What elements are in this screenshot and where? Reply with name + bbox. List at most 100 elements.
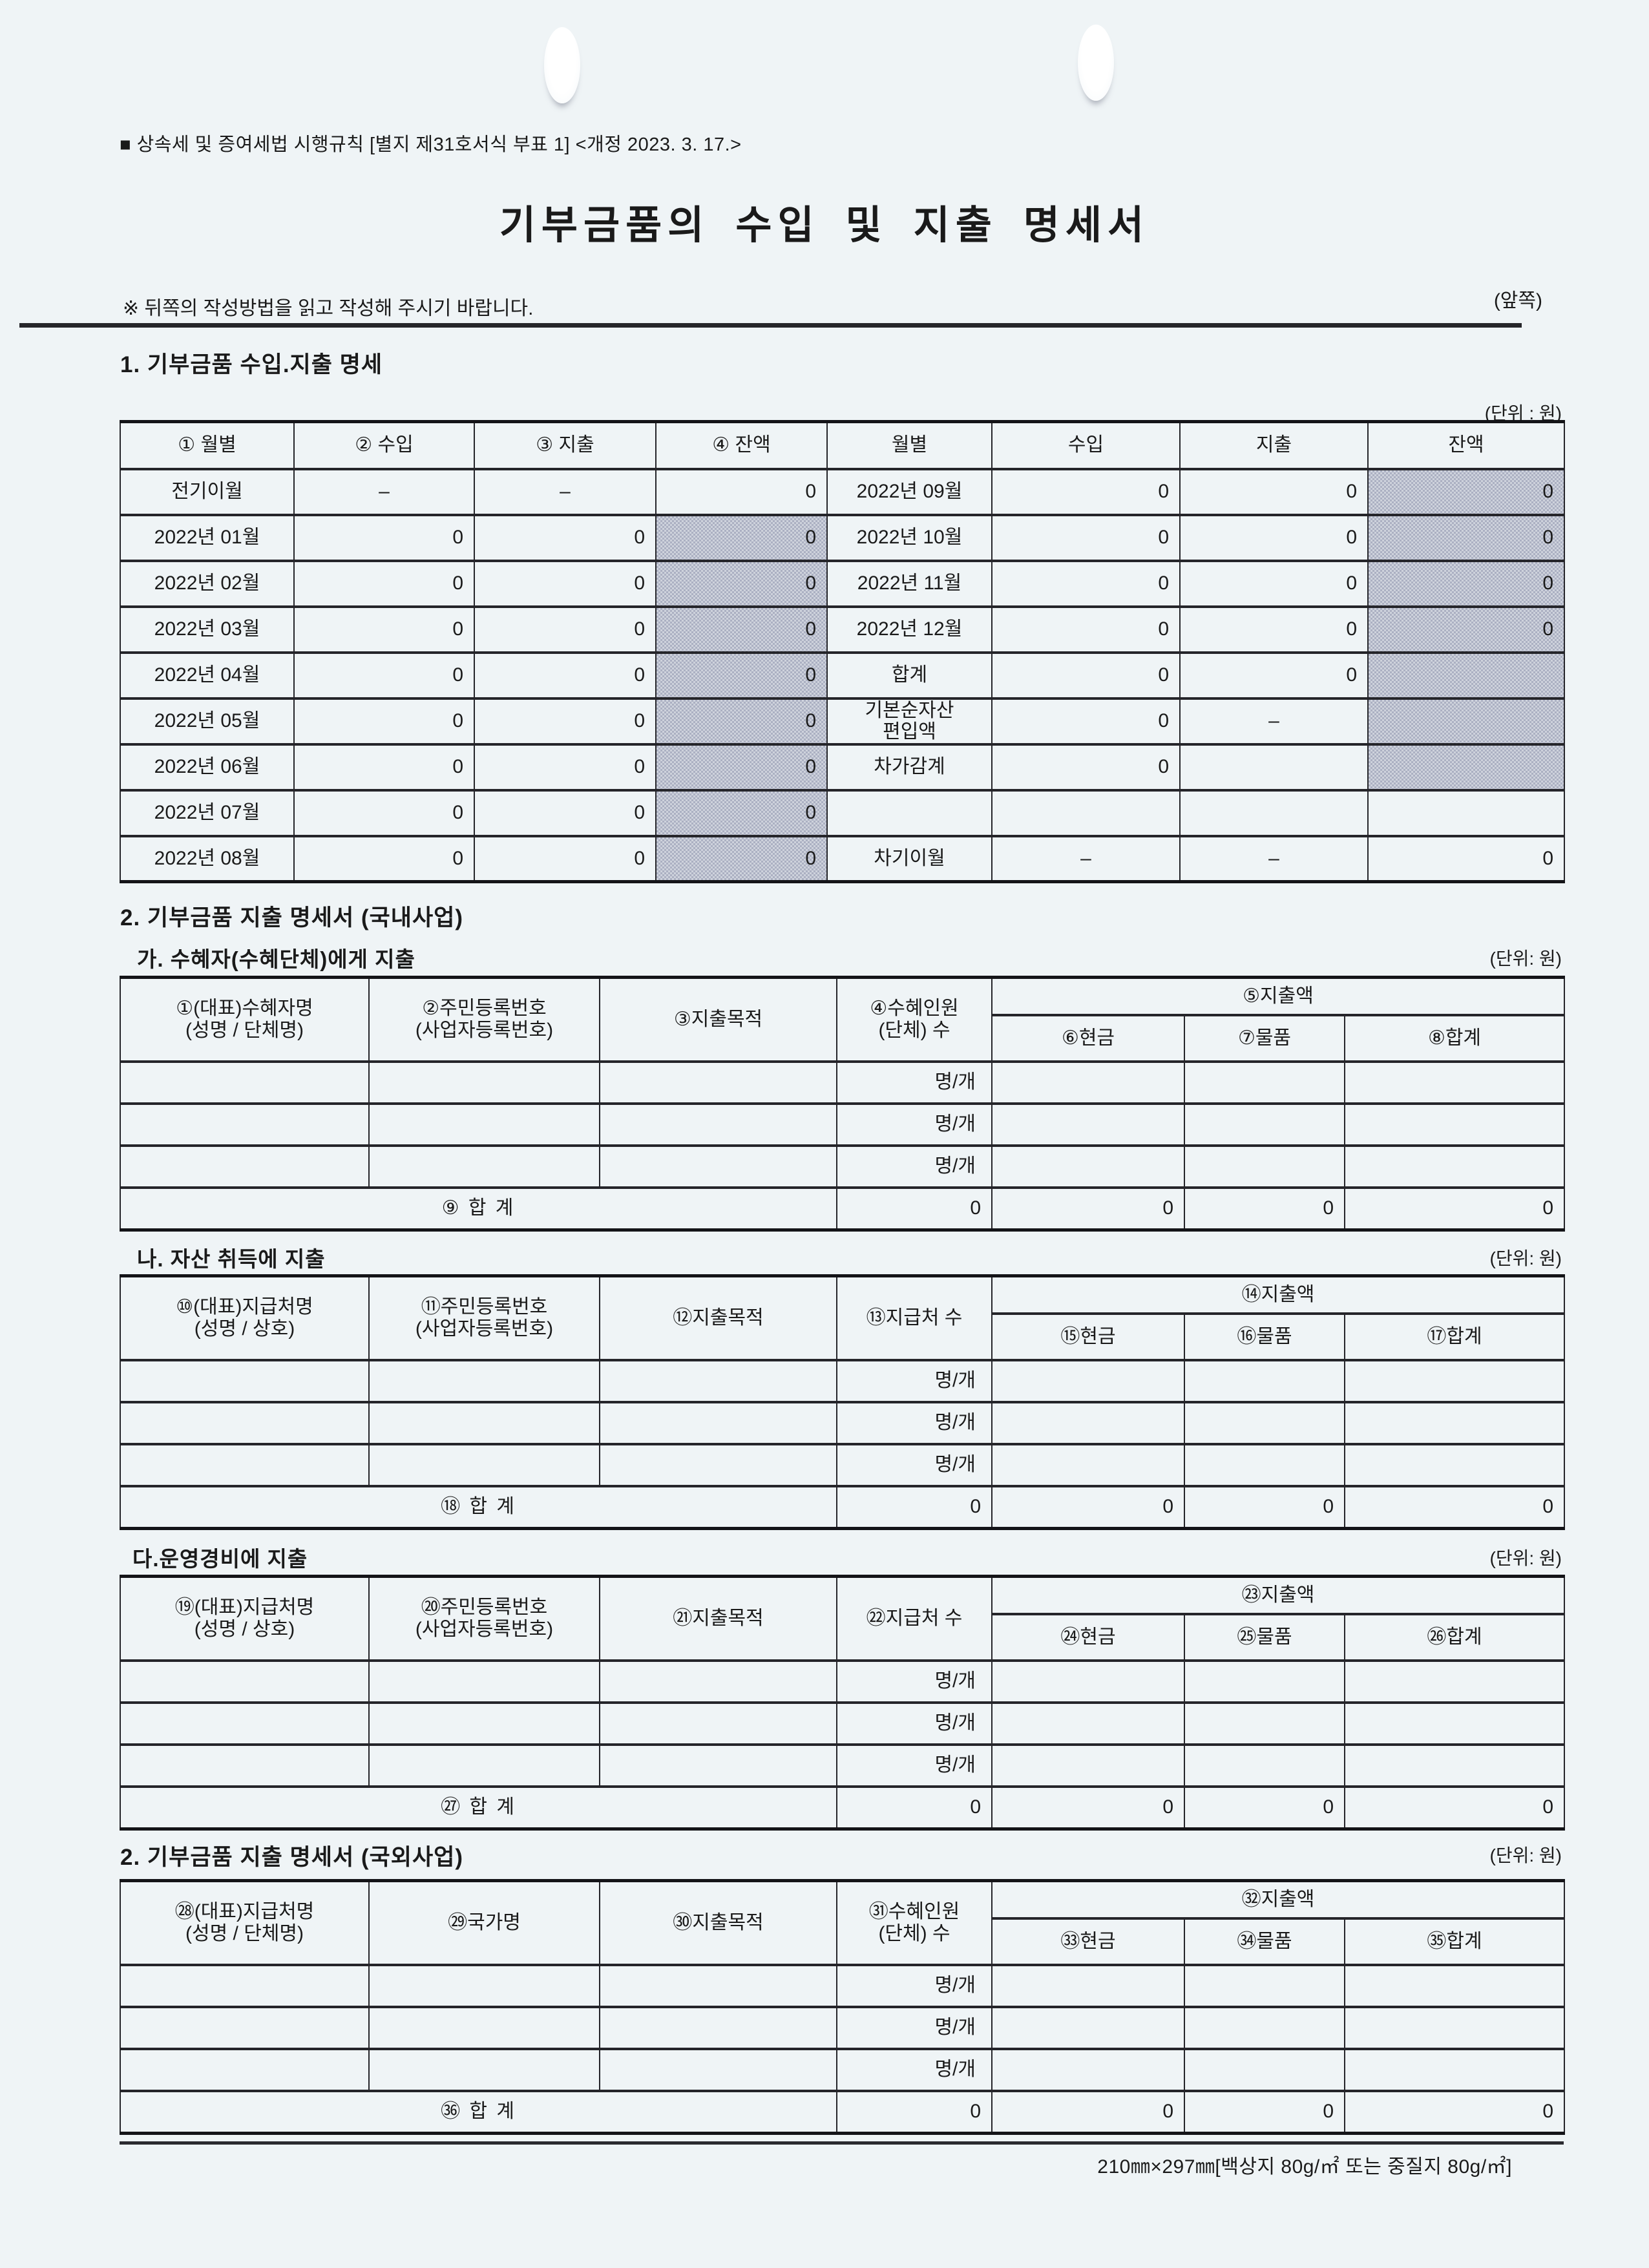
col-header-expense: ③ 지출 bbox=[474, 420, 656, 470]
cell-empty bbox=[368, 1060, 600, 1105]
cell-empty bbox=[1343, 1442, 1566, 1487]
cell-balance: 0 bbox=[655, 651, 828, 700]
cell-empty bbox=[991, 1743, 1185, 1788]
cell-income2: 0 bbox=[991, 651, 1181, 700]
cell-empty bbox=[1344, 1102, 1565, 1147]
cell-empty bbox=[599, 1060, 837, 1105]
total-row: ⑨ 합 계 0 0 0 0 bbox=[120, 1186, 1565, 1232]
total-cash: 0 bbox=[991, 1785, 1185, 1831]
punch-hole-left bbox=[544, 27, 580, 103]
total-goods: 0 bbox=[1184, 2089, 1345, 2135]
table-header-row: ⑲(대표)지급처명 (성명 / 상호) ⑳주민등록번호 (사업자등록번호) ㉑지… bbox=[120, 1575, 1566, 1662]
oe-unit-label: (단위: 원) bbox=[1489, 1845, 1562, 1865]
col-header-purpose: ㉑지출목적 bbox=[599, 1575, 837, 1662]
cell-income2: 0 bbox=[991, 742, 1181, 792]
cell-empty bbox=[599, 1743, 837, 1788]
cell-income2: 0 bbox=[991, 605, 1181, 654]
total-count: 0 bbox=[836, 2089, 993, 2135]
cell-empty bbox=[1344, 1060, 1565, 1105]
cell-count-unit: 명/개 bbox=[836, 1144, 993, 1189]
horizontal-rule bbox=[19, 323, 1522, 328]
cell-empty bbox=[991, 2047, 1185, 2092]
cell-month: 2022년 01월 bbox=[120, 513, 295, 562]
punch-hole-right bbox=[1078, 25, 1114, 101]
cell-month: 2022년 06월 bbox=[120, 742, 295, 792]
cell-expense2: – bbox=[1179, 834, 1369, 883]
cell-count-unit: 명/개 bbox=[836, 1743, 993, 1788]
subsection-na-title: 나. 자산 취득에 지출 bbox=[137, 1247, 326, 1271]
cell-balance2 bbox=[1367, 697, 1565, 746]
cell-income: 0 bbox=[293, 788, 475, 837]
col-header-goods: ⑯물품 bbox=[1184, 1312, 1345, 1361]
cell-empty bbox=[1179, 788, 1369, 837]
cell-balance: 0 bbox=[655, 467, 828, 516]
col-header-amount: ⑭지출액 bbox=[991, 1274, 1566, 1315]
cell-empty bbox=[1184, 1963, 1345, 2008]
cell-month2: 2022년 10월 bbox=[826, 513, 993, 562]
cell-month2: 2022년 12월 bbox=[826, 605, 993, 654]
table-row: 명/개 bbox=[120, 2005, 1566, 2050]
cell-expense2: 0 bbox=[1179, 467, 1369, 516]
total-sum: 0 bbox=[1344, 1186, 1565, 1232]
col-header-cash: ⑥현금 bbox=[991, 1013, 1185, 1063]
cell-balance: 0 bbox=[655, 559, 828, 608]
cell-empty bbox=[991, 1701, 1185, 1746]
cell-month: 2022년 05월 bbox=[120, 697, 295, 746]
col-header-reg-number: ⑪주민등록번호 (사업자등록번호) bbox=[368, 1274, 600, 1361]
cell-empty bbox=[1184, 1060, 1345, 1105]
col-header-count: ④수혜인원 (단체) 수 bbox=[836, 976, 993, 1063]
section1-unit-label: (단위 : 원) bbox=[1484, 403, 1562, 423]
cell-empty bbox=[1343, 2047, 1566, 2092]
cell-empty bbox=[368, 1701, 600, 1746]
cell-empty bbox=[1343, 2005, 1566, 2050]
col-header-count: ⑬지급처 수 bbox=[836, 1274, 993, 1361]
page-title: 기부금품의 수입 및 지출 명세서 bbox=[499, 203, 1150, 247]
col-header-expense2: 지출 bbox=[1179, 420, 1369, 470]
cell-expense2: 0 bbox=[1179, 651, 1369, 700]
cell-empty bbox=[368, 1743, 600, 1788]
cell-month: 2022년 08월 bbox=[120, 834, 295, 883]
total-label: ⑨ 합 계 bbox=[120, 1186, 837, 1232]
table-row: 2022년 07월 0 0 0 bbox=[120, 788, 1565, 837]
cell-balance: 0 bbox=[655, 834, 828, 883]
cell-empty bbox=[368, 1963, 600, 2008]
cell-empty bbox=[120, 1102, 370, 1147]
cell-expense: – bbox=[474, 467, 656, 516]
cell-empty bbox=[368, 1358, 600, 1403]
cell-balance: 0 bbox=[655, 605, 828, 654]
total-cash: 0 bbox=[991, 1186, 1185, 1232]
cell-empty bbox=[1184, 1442, 1345, 1487]
cell-empty bbox=[1184, 1400, 1345, 1445]
cell-adjusted-total-label: 차가감계 bbox=[826, 742, 993, 792]
cell-total-label: 합계 bbox=[826, 651, 993, 700]
cell-empty bbox=[599, 1144, 837, 1189]
cell-empty bbox=[368, 2047, 600, 2092]
cell-balance2: 0 bbox=[1367, 834, 1565, 883]
foreign-expense-table: ㉘(대표)지급처명 (성명 / 단체명) ㉙국가명 ㉚지출목적 ㉛수혜인원 (단… bbox=[120, 1879, 1566, 2135]
cell-income2: 0 bbox=[991, 559, 1181, 608]
total-goods: 0 bbox=[1184, 1484, 1345, 1530]
cell-count-unit: 명/개 bbox=[836, 1102, 993, 1147]
col-header-recipient-name: ①(대표)수혜자명 (성명 / 단체명) bbox=[120, 976, 370, 1063]
cell-empty bbox=[368, 2005, 600, 2050]
cell-empty bbox=[991, 1659, 1185, 1704]
col-header-income2: 수입 bbox=[991, 420, 1181, 470]
cell-expense: 0 bbox=[474, 834, 656, 883]
cell-income: 0 bbox=[293, 834, 475, 883]
cell-empty bbox=[368, 1144, 600, 1189]
table-header-row: ㉘(대표)지급처명 (성명 / 단체명) ㉙국가명 ㉚지출목적 ㉛수혜인원 (단… bbox=[120, 1879, 1566, 1966]
table-row: 2022년 08월 0 0 0 차기이월 – – 0 bbox=[120, 834, 1565, 883]
col-header-payee-name: ⑲(대표)지급처명 (성명 / 상호) bbox=[120, 1575, 370, 1662]
cell-month: 전기이월 bbox=[120, 467, 295, 516]
cell-income: 0 bbox=[293, 742, 475, 792]
cell-count-unit: 명/개 bbox=[836, 1701, 993, 1746]
na-unit-label: (단위: 원) bbox=[1489, 1248, 1562, 1268]
cell-count-unit: 명/개 bbox=[836, 1358, 993, 1403]
cell-expense2 bbox=[1179, 742, 1369, 792]
col-header-count: ㉛수혜인원 (단체) 수 bbox=[836, 1879, 993, 1966]
cell-empty bbox=[991, 1060, 1185, 1105]
cell-balance: 0 bbox=[655, 513, 828, 562]
cell-empty bbox=[599, 1701, 837, 1746]
cell-balance2: 0 bbox=[1367, 559, 1565, 608]
col-header-count: ㉒지급처 수 bbox=[836, 1575, 993, 1662]
